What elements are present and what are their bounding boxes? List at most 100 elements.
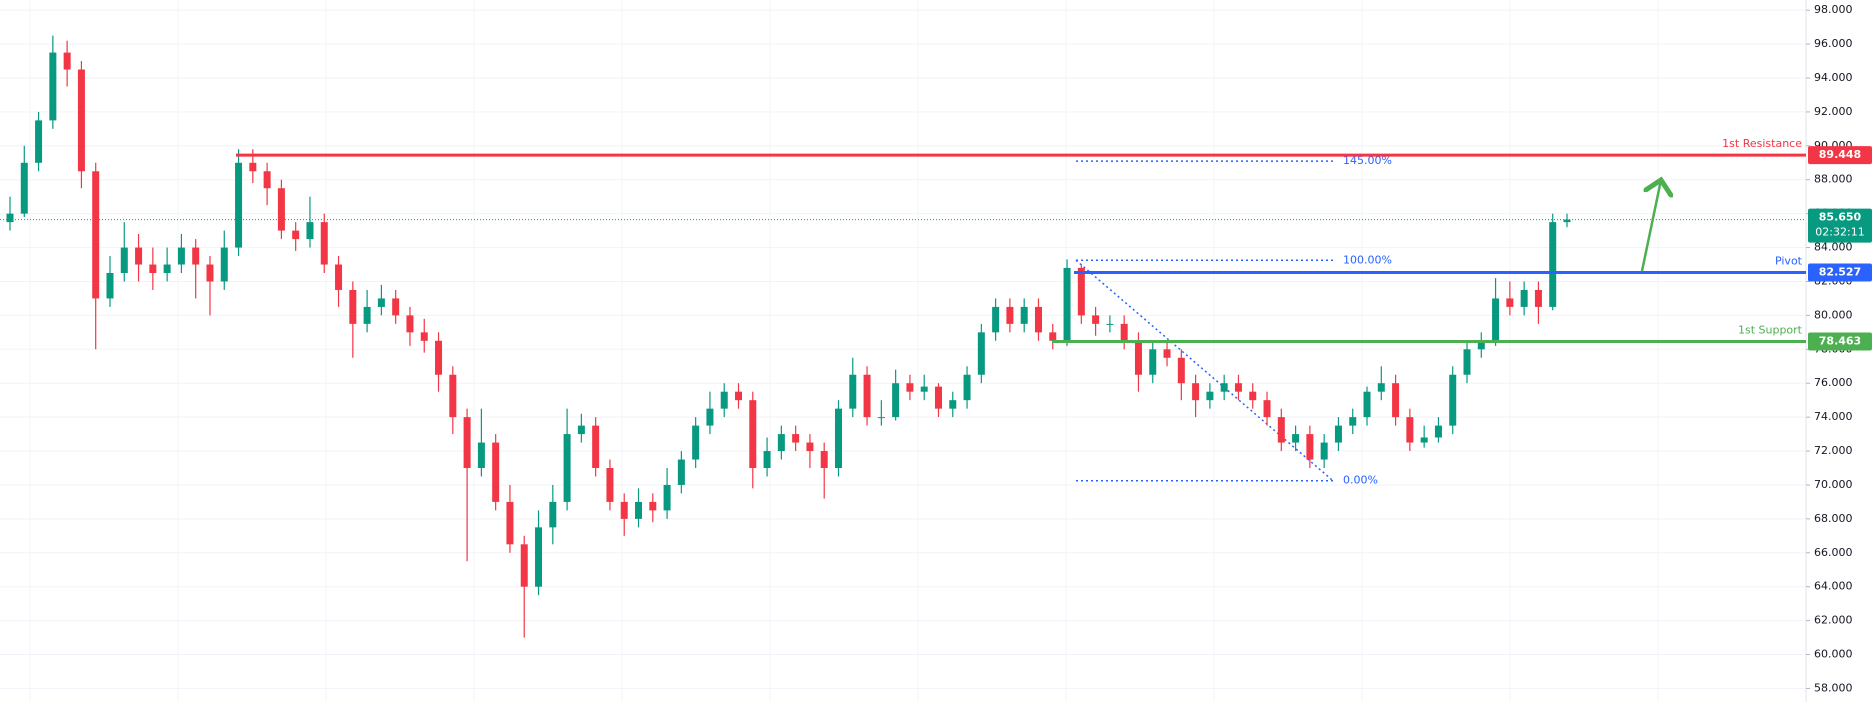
candle-body: [1106, 323, 1114, 325]
candle-body: [1420, 437, 1428, 443]
y-tick-label: 94.000: [1814, 71, 1853, 84]
candle-body: [1220, 383, 1228, 392]
candle-body: [1406, 417, 1414, 443]
candle-body: [635, 501, 643, 519]
candle-body: [520, 544, 528, 587]
candle-body: [35, 120, 43, 163]
candle-body: [320, 222, 328, 265]
candle-body: [563, 434, 571, 502]
candle-body: [592, 425, 600, 468]
candle-body: [1292, 434, 1300, 443]
candle-body: [1492, 298, 1500, 341]
candle-body: [663, 484, 671, 511]
candle-body: [1234, 383, 1242, 392]
candle-body: [1149, 349, 1157, 375]
candle-body: [92, 171, 100, 299]
candle-body: [692, 425, 700, 460]
candle-body: [1163, 349, 1171, 358]
candle-body: [535, 527, 543, 587]
level-name: 1st Resistance: [1722, 137, 1802, 150]
candle-body: [1063, 267, 1071, 341]
projection-arrow: [1640, 180, 1661, 272]
level-price: 78.463: [1819, 334, 1861, 347]
candle-body: [820, 451, 828, 468]
candle-body: [349, 289, 357, 324]
candle-body: [1434, 425, 1442, 438]
candle-body: [892, 383, 900, 418]
level-price: 82.527: [1819, 266, 1861, 279]
candle-body: [1334, 425, 1342, 443]
candle-body: [492, 442, 500, 502]
candle-body: [1120, 323, 1128, 341]
candle-body: [1177, 357, 1185, 384]
level-price-box: [1808, 332, 1872, 351]
candle-body: [1049, 332, 1057, 341]
candle-body: [263, 171, 271, 189]
last-price-box: [1808, 208, 1872, 243]
candle-body: [235, 162, 243, 248]
candle-body: [63, 52, 71, 70]
y-tick-label: 62.000: [1814, 614, 1853, 627]
y-tick-label: 64.000: [1814, 580, 1853, 593]
candle-body: [220, 247, 228, 282]
candle-body: [1392, 383, 1400, 418]
candle-body: [77, 69, 85, 172]
candle-body: [6, 213, 14, 223]
level-price: 89.448: [1819, 148, 1861, 161]
candle-body: [920, 386, 928, 392]
candle-body: [606, 468, 614, 502]
candle-body: [1206, 391, 1214, 401]
candle-body: [163, 264, 171, 273]
candle-body: [206, 264, 214, 282]
candle-body: [177, 247, 185, 265]
level-price-box: [1808, 263, 1872, 282]
candle-body: [992, 306, 1000, 333]
countdown: 02:32:11: [1815, 226, 1864, 239]
candle-body: [1477, 340, 1485, 350]
candle-body: [1306, 434, 1314, 460]
candle-body: [749, 400, 757, 468]
candle-body: [934, 386, 942, 409]
candle-body: [1377, 383, 1385, 392]
candle-body: [806, 442, 814, 452]
candle-body: [49, 52, 57, 121]
y-tick-label: 92.000: [1814, 105, 1853, 118]
candle-body: [1006, 306, 1014, 324]
candle-body: [834, 408, 842, 468]
candle-body: [1449, 374, 1457, 426]
candle-body: [763, 451, 771, 468]
candle-body: [135, 247, 143, 265]
y-tick-label: 68.000: [1814, 512, 1853, 525]
candle-body: [1192, 383, 1200, 401]
candle-body: [1134, 340, 1142, 375]
y-tick-label: 96.000: [1814, 37, 1853, 50]
candle-body: [277, 188, 285, 231]
y-tick-label: 76.000: [1814, 376, 1853, 389]
candle-body: [435, 340, 443, 375]
candle-body: [406, 315, 414, 333]
candle-body: [1277, 417, 1285, 443]
candle-body: [777, 434, 785, 452]
candle-body: [1320, 442, 1328, 460]
candle-body: [735, 391, 743, 401]
candle-body: [463, 417, 471, 468]
candle-body: [1520, 289, 1528, 307]
candle-body: [906, 383, 914, 392]
candle-body: [849, 374, 857, 409]
fib-label: 145.00%: [1343, 154, 1392, 167]
candle-body: [120, 247, 128, 273]
candle-body: [863, 374, 871, 418]
candle-body: [549, 501, 557, 528]
candle-body: [720, 391, 728, 409]
candle-body: [20, 162, 28, 214]
fib-label: 0.00%: [1343, 474, 1378, 487]
candle-body: [377, 298, 385, 307]
y-tick-label: 58.000: [1814, 681, 1853, 694]
candle-body: [1092, 315, 1100, 324]
candle-body: [249, 162, 257, 172]
y-tick-label: 74.000: [1814, 410, 1853, 423]
candle-body: [877, 417, 885, 419]
y-tick-label: 84.000: [1814, 241, 1853, 254]
